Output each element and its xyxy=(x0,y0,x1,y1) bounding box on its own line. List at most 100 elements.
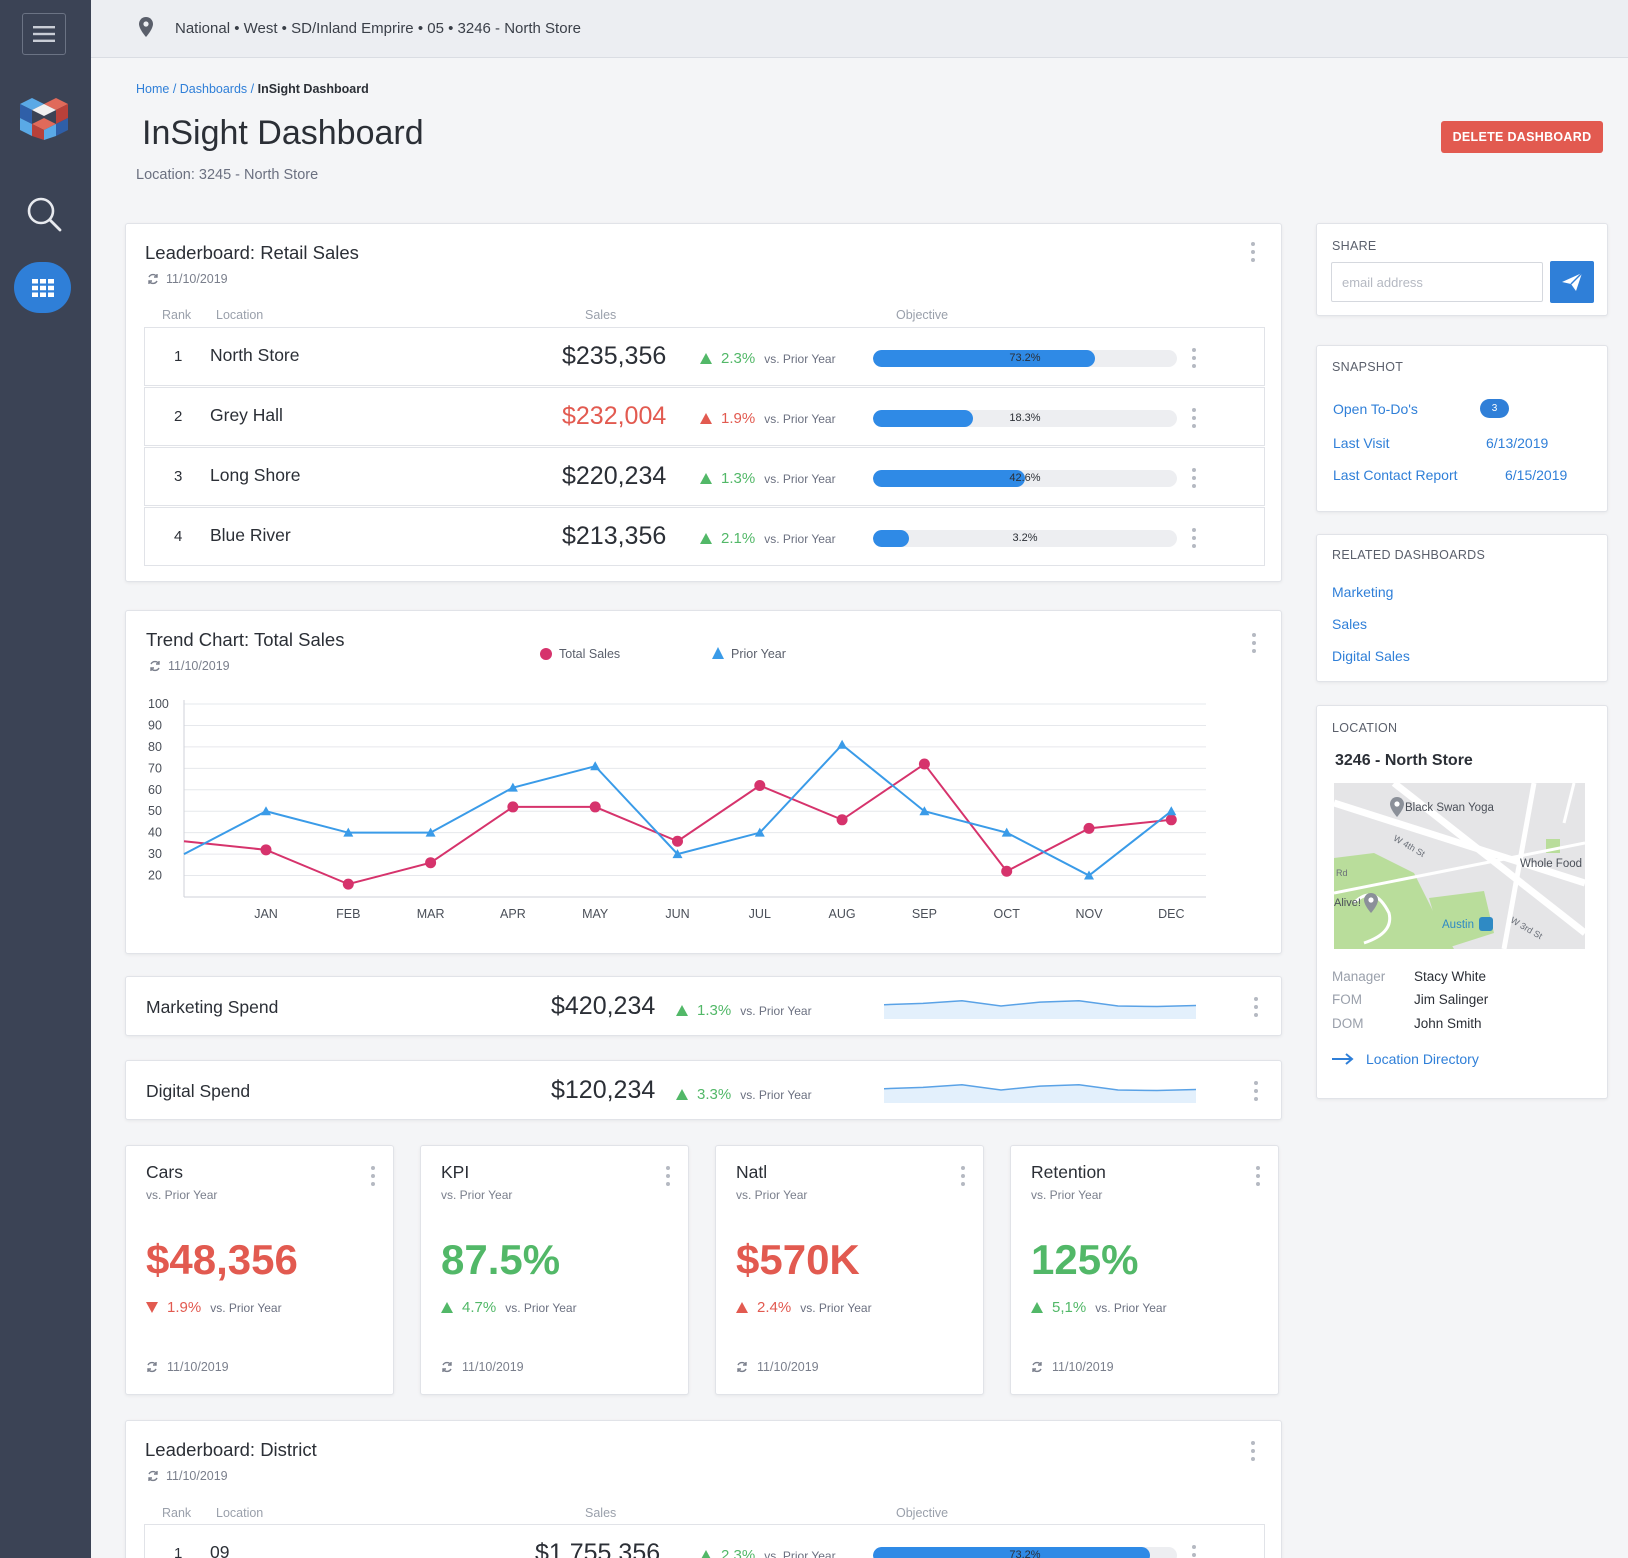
row-options-icon[interactable] xyxy=(1191,348,1197,368)
objective-percent: 18.3% xyxy=(1009,412,1041,424)
row-amount: $235,356 xyxy=(562,342,667,370)
data-point xyxy=(1166,806,1177,816)
more-options-icon[interactable] xyxy=(1253,997,1259,1017)
row-options-icon[interactable] xyxy=(1191,468,1197,488)
related-link-sales[interactable]: Sales xyxy=(1332,616,1368,632)
row-amount: $213,356 xyxy=(562,522,667,550)
map-marker-icon[interactable] xyxy=(1364,893,1378,913)
spend-change-value: 3.3% xyxy=(697,1086,732,1103)
data-point xyxy=(507,801,519,813)
row-location: Long Shore xyxy=(210,465,301,485)
paper-plane-icon xyxy=(1562,273,1582,291)
table-row[interactable]: 2 Grey Hall $232,004 1.9% vs. Prior Year 18.3… xyxy=(144,387,1265,446)
app-logo-icon[interactable] xyxy=(16,96,72,145)
more-options-icon[interactable] xyxy=(1253,1081,1259,1101)
refresh-date[interactable]: 11/10/2019 xyxy=(149,659,230,673)
email-input[interactable] xyxy=(1331,262,1543,302)
row-rank: 1 xyxy=(174,348,183,365)
x-tick-label: NOV xyxy=(1075,907,1103,921)
table-row[interactable]: 1 North Store $235,356 2.3% vs. Prior Year 73… xyxy=(144,327,1265,386)
objective-fill xyxy=(873,410,974,427)
up-arrow-icon xyxy=(441,1302,453,1313)
data-point xyxy=(1165,814,1177,826)
kpi-vs-label: vs. Prior Year xyxy=(505,1300,577,1315)
refresh-date[interactable]: 11/10/2019 xyxy=(147,1469,228,1483)
sparkline-line xyxy=(884,1000,1196,1008)
up-arrow-icon xyxy=(676,1089,688,1100)
fom-label: FOM xyxy=(1332,992,1362,1007)
data-point xyxy=(672,849,683,859)
table-row[interactable]: 1 09 $1,755,356 2.3% vs. Prior Year 73.2% xyxy=(144,1524,1265,1558)
more-options-icon[interactable] xyxy=(1251,633,1257,653)
breadcrumb: Home / Dashboards / InSight Dashboard xyxy=(136,82,369,96)
spend-change-value: 1.3% xyxy=(697,1002,732,1019)
last-visit-link[interactable]: Last Visit xyxy=(1333,435,1390,451)
kpi-change-value: 4.7% xyxy=(462,1299,497,1316)
objective-progress-bar: 73.2% xyxy=(873,1547,1177,1558)
row-options-icon[interactable] xyxy=(1191,528,1197,548)
kpi-value: $570K xyxy=(736,1236,860,1283)
refresh-date[interactable]: 11/10/2019 xyxy=(441,1360,524,1374)
refresh-date[interactable]: 11/10/2019 xyxy=(147,272,228,286)
refresh-icon xyxy=(150,660,160,672)
refresh-date[interactable]: 11/10/2019 xyxy=(146,1360,229,1374)
location-directory-link[interactable]: Location Directory xyxy=(1332,1051,1479,1067)
related-link-marketing[interactable]: Marketing xyxy=(1332,584,1394,600)
table-row[interactable]: 4 Blue River $213,356 2.1% vs. Prior Year 3.2… xyxy=(144,507,1265,566)
more-options-icon[interactable] xyxy=(960,1166,966,1186)
last-visit-date: 6/13/2019 xyxy=(1486,435,1549,451)
last-contact-report-link[interactable]: Last Contact Report xyxy=(1333,467,1458,483)
breadcrumb-home[interactable]: Home xyxy=(136,82,170,96)
related-link-digital-sales[interactable]: Digital Sales xyxy=(1332,648,1410,664)
menu-icon[interactable] xyxy=(22,13,66,55)
send-button[interactable] xyxy=(1550,261,1594,303)
delete-dashboard-button[interactable]: DELETE DASHBOARD xyxy=(1441,121,1603,153)
more-options-icon[interactable] xyxy=(1255,1166,1261,1186)
x-tick-label: APR xyxy=(500,907,526,921)
data-point xyxy=(260,844,272,856)
down-arrow-icon xyxy=(146,1302,158,1313)
col-location: Location xyxy=(216,1506,264,1520)
y-tick-label: 20 xyxy=(148,869,162,883)
location-path[interactable]: National • West • SD/Inland Emprire • 05… xyxy=(175,20,581,37)
kpi-value: $48,356 xyxy=(146,1236,298,1283)
more-options-icon[interactable] xyxy=(1250,1441,1256,1461)
row-vs-label: vs. Prior Year xyxy=(764,531,836,546)
up-arrow-icon xyxy=(700,533,712,544)
y-tick-label: 100 xyxy=(148,697,169,711)
breadcrumb-dashboards[interactable]: Dashboards xyxy=(179,82,248,96)
more-options-icon[interactable] xyxy=(1250,242,1256,262)
col-rank: Rank xyxy=(162,308,192,322)
kpi-card: Retention vs. Prior Year 125% 5,1% vs. Prior… xyxy=(1010,1145,1279,1395)
search-icon[interactable] xyxy=(26,196,62,237)
refresh-date[interactable]: 11/10/2019 xyxy=(1031,1360,1114,1374)
more-options-icon[interactable] xyxy=(370,1166,376,1186)
map-marker-icon[interactable] xyxy=(1390,797,1404,817)
kpi-change-value: 5,1% xyxy=(1052,1299,1087,1316)
data-point xyxy=(343,827,354,837)
row-options-icon[interactable] xyxy=(1191,408,1197,428)
snapshot-card: SNAPSHOT Open To-Do's 3 Last Visit 6/13/… xyxy=(1316,345,1608,512)
data-point xyxy=(590,761,601,771)
row-options-icon[interactable] xyxy=(1191,1545,1197,1558)
row-location: Blue River xyxy=(210,525,291,545)
data-point xyxy=(1001,865,1013,877)
up-arrow-icon xyxy=(700,1550,712,1558)
x-tick-label: SEP xyxy=(912,907,937,921)
kpi-change: 4.7% vs. Prior Year xyxy=(441,1299,577,1316)
sparkline-area xyxy=(884,1084,1196,1103)
row-amount: $232,004 xyxy=(562,402,667,430)
row-change: 1.3% vs. Prior Year xyxy=(700,470,836,487)
table-row[interactable]: 3 Long Shore $220,234 1.3% vs. Prior Year 42.… xyxy=(144,447,1265,506)
y-tick-label: 50 xyxy=(148,804,162,818)
apps-grid-icon[interactable] xyxy=(14,262,71,313)
more-options-icon[interactable] xyxy=(665,1166,671,1186)
breadcrumb-current: InSight Dashboard xyxy=(257,82,369,96)
series-line-total-sales xyxy=(183,762,1172,886)
arrow-right-icon xyxy=(1332,1053,1354,1065)
location-map[interactable]: Black Swan Yoga Whole Food Alive! Austin… xyxy=(1334,783,1585,949)
refresh-date[interactable]: 11/10/2019 xyxy=(736,1360,819,1374)
col-rank: Rank xyxy=(162,1506,192,1520)
col-sales: Sales xyxy=(585,1506,617,1520)
open-todos-link[interactable]: Open To-Do's xyxy=(1333,401,1418,417)
